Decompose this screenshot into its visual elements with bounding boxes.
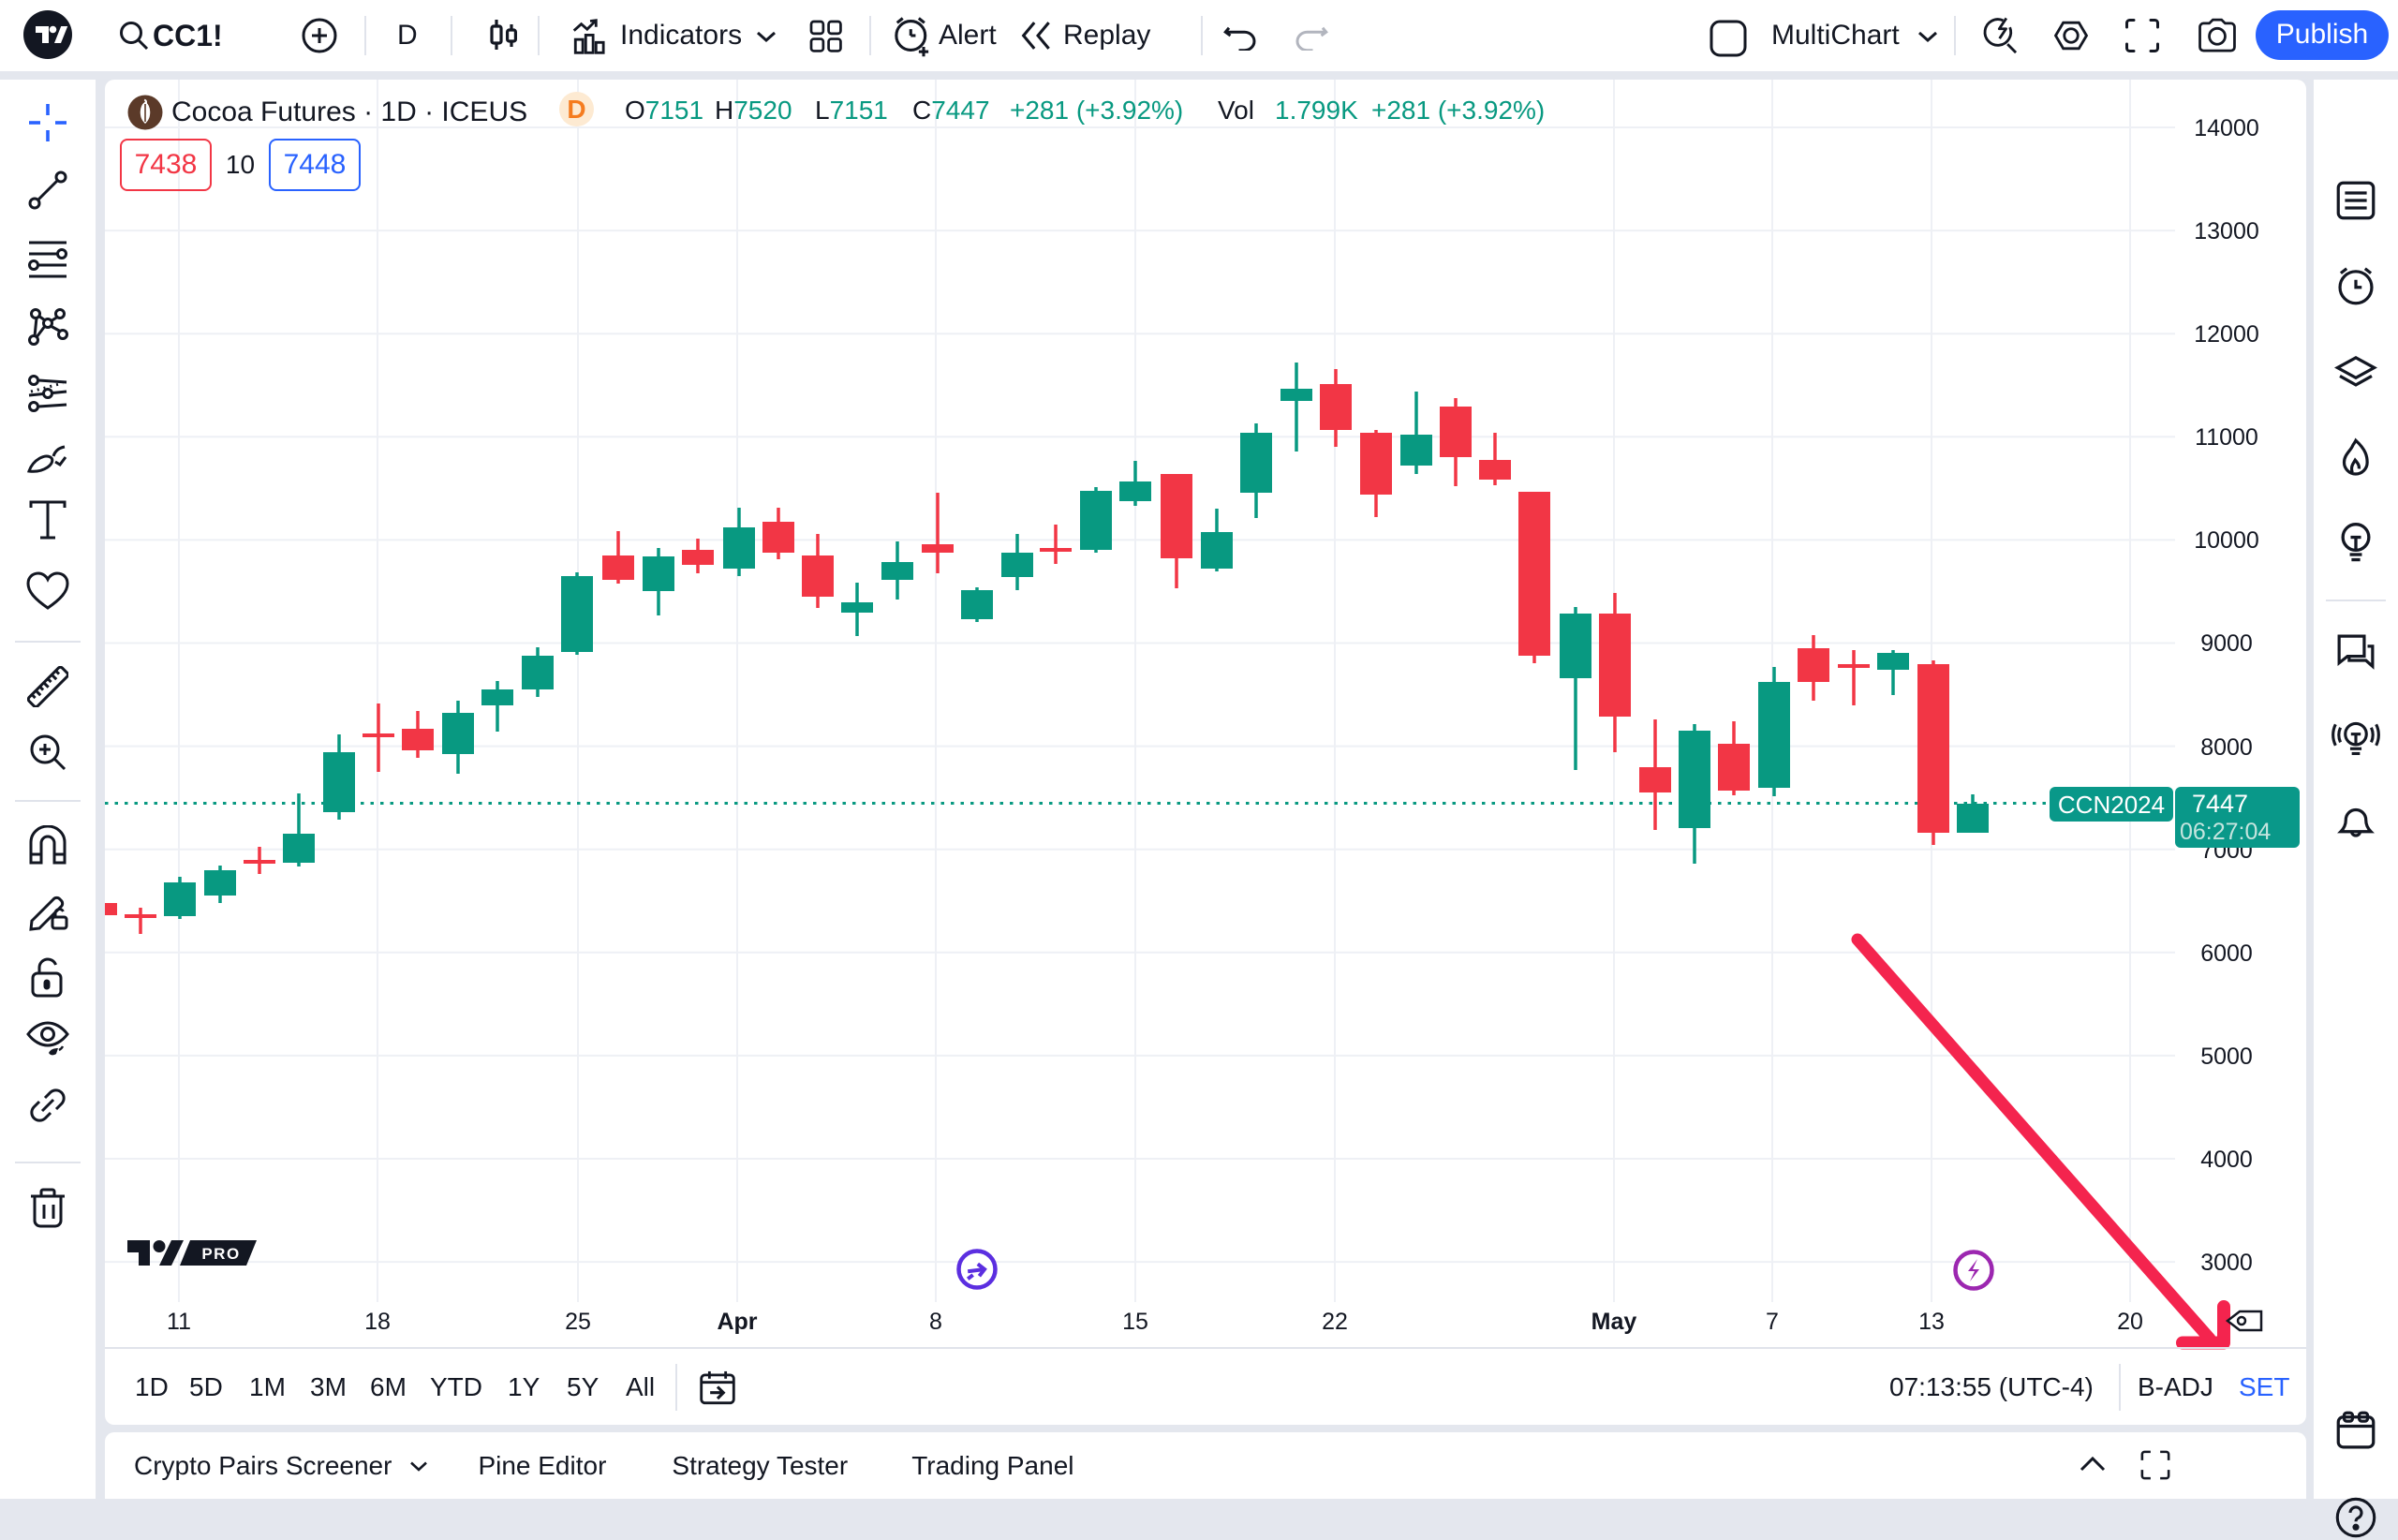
svg-text:3000: 3000: [2200, 1250, 2253, 1276]
svg-text:20: 20: [2117, 1309, 2143, 1335]
svg-text:22: 22: [1322, 1309, 1348, 1335]
svg-text:12000: 12000: [2194, 321, 2259, 348]
svg-text:10000: 10000: [2194, 527, 2259, 554]
svg-text:11000: 11000: [2195, 424, 2258, 451]
svg-text:18: 18: [364, 1309, 391, 1335]
svg-text:7: 7: [1766, 1309, 1779, 1335]
svg-text:13: 13: [1918, 1309, 1945, 1335]
svg-text:CCN2024: CCN2024: [2058, 791, 2165, 819]
svg-text:8: 8: [929, 1309, 942, 1335]
svg-text:5000: 5000: [2200, 1044, 2253, 1070]
svg-text:8000: 8000: [2200, 734, 2253, 761]
svg-text:15: 15: [1122, 1309, 1148, 1335]
svg-text:4000: 4000: [2200, 1147, 2253, 1173]
svg-text:13000: 13000: [2194, 218, 2259, 244]
svg-text:06:27:04: 06:27:04: [2180, 819, 2271, 845]
svg-text:6000: 6000: [2200, 940, 2253, 967]
svg-text:7447: 7447: [2192, 790, 2248, 818]
svg-text:May: May: [1591, 1309, 1637, 1335]
svg-text:9000: 9000: [2200, 630, 2253, 657]
svg-text:14000: 14000: [2194, 115, 2259, 141]
svg-text:25: 25: [565, 1309, 591, 1335]
svg-text:Apr: Apr: [717, 1309, 757, 1335]
svg-text:11: 11: [167, 1309, 191, 1335]
svg-text:PRO: PRO: [201, 1245, 240, 1263]
